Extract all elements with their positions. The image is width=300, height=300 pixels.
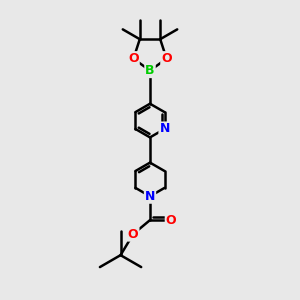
Text: N: N xyxy=(159,122,170,136)
Text: O: O xyxy=(166,214,176,226)
Text: O: O xyxy=(128,52,139,65)
Text: O: O xyxy=(161,52,172,65)
Text: B: B xyxy=(145,64,155,77)
Text: O: O xyxy=(128,228,139,241)
Text: N: N xyxy=(145,190,155,203)
